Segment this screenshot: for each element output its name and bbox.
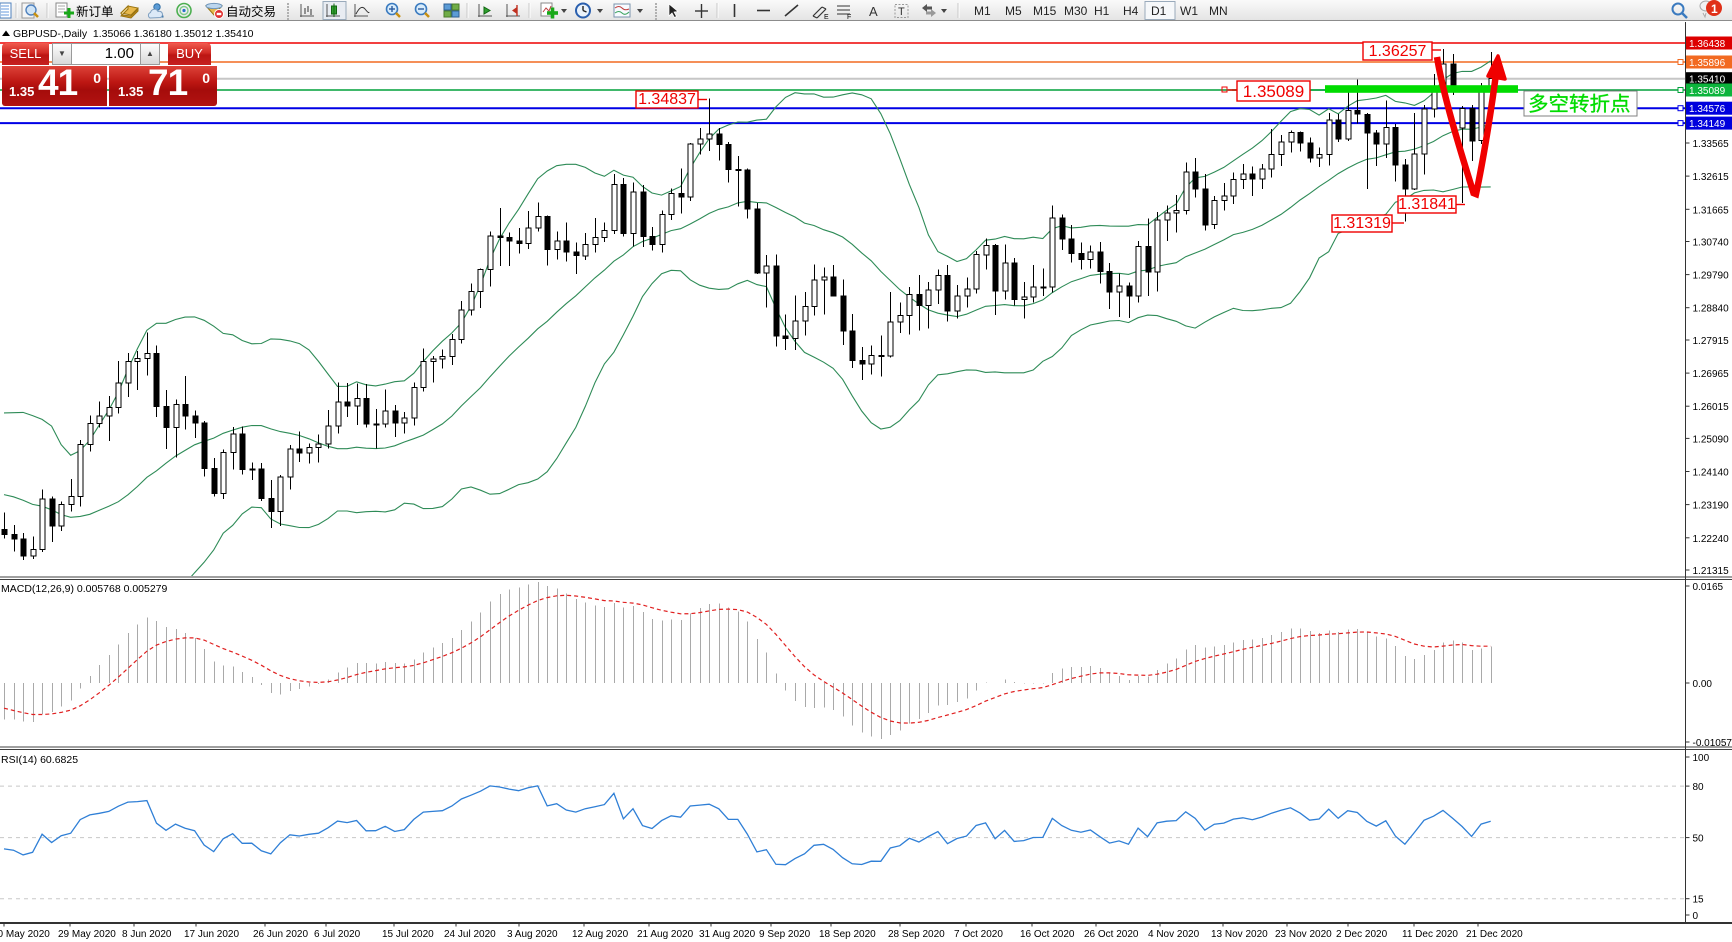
svg-text:A: A	[869, 4, 878, 19]
svg-text:1.30740: 1.30740	[1693, 238, 1730, 249]
svg-text:2 Dec 2020: 2 Dec 2020	[1336, 929, 1388, 940]
svg-text:H1: H1	[1094, 4, 1110, 18]
svg-text:F: F	[847, 14, 851, 21]
svg-text:12 Aug 2020: 12 Aug 2020	[572, 929, 629, 940]
svg-text:3 Aug 2020: 3 Aug 2020	[507, 929, 558, 940]
svg-text:16 Oct 2020: 16 Oct 2020	[1020, 929, 1075, 940]
svg-text:1.36257: 1.36257	[1369, 43, 1427, 60]
svg-text:1.35089: 1.35089	[1243, 82, 1304, 101]
svg-text:1.35896: 1.35896	[1689, 58, 1726, 69]
svg-text:18 Sep 2020: 18 Sep 2020	[819, 929, 876, 940]
svg-text:0.0165: 0.0165	[1693, 582, 1724, 593]
svg-text:26 Oct 2020: 26 Oct 2020	[1084, 929, 1139, 940]
svg-text:24 Jul 2020: 24 Jul 2020	[444, 929, 496, 940]
svg-text:M30: M30	[1064, 4, 1088, 18]
svg-text:31 Aug 2020: 31 Aug 2020	[699, 929, 756, 940]
svg-text:M15: M15	[1033, 4, 1057, 18]
svg-text:26 Jun 2020: 26 Jun 2020	[253, 929, 308, 940]
svg-text:21 Aug 2020: 21 Aug 2020	[637, 929, 694, 940]
svg-text:15: 15	[1693, 895, 1705, 906]
svg-text:100: 100	[1693, 753, 1710, 764]
svg-text:0.00: 0.00	[1693, 679, 1713, 690]
svg-text:1.27915: 1.27915	[1693, 336, 1730, 347]
svg-text:28 Sep 2020: 28 Sep 2020	[888, 929, 945, 940]
svg-text:1.23190: 1.23190	[1693, 501, 1730, 512]
svg-text:1: 1	[1711, 2, 1718, 16]
svg-text:1.31665: 1.31665	[1693, 205, 1730, 216]
svg-text:8 Jun 2020: 8 Jun 2020	[122, 929, 172, 940]
svg-text:D1: D1	[1151, 4, 1167, 18]
svg-text:17 Jun 2020: 17 Jun 2020	[184, 929, 239, 940]
svg-text:MACD(12,26,9) 0.005768 0.00527: MACD(12,26,9) 0.005768 0.005279	[1, 583, 168, 595]
svg-text:1.31319: 1.31319	[1333, 215, 1391, 232]
svg-text:9 Sep 2020: 9 Sep 2020	[759, 929, 811, 940]
svg-text:W1: W1	[1180, 4, 1198, 18]
svg-text:GBPUSD-,Daily 1.35066 1.36180: GBPUSD-,Daily 1.35066 1.36180 1.35012 1.…	[13, 28, 254, 40]
svg-text:1.24140: 1.24140	[1693, 468, 1730, 479]
svg-text:80: 80	[1693, 782, 1705, 793]
svg-text:1.31841: 1.31841	[1398, 196, 1456, 213]
svg-text:1.25090: 1.25090	[1693, 434, 1730, 445]
svg-text:1.34576: 1.34576	[1689, 104, 1726, 115]
svg-text:E: E	[824, 14, 829, 21]
svg-text:1.34837: 1.34837	[638, 91, 696, 108]
svg-text:MN: MN	[1209, 4, 1228, 18]
svg-text:RSI(14) 60.6825: RSI(14) 60.6825	[1, 754, 78, 766]
svg-text:1.35089: 1.35089	[1689, 86, 1726, 97]
svg-text:29 May 2020: 29 May 2020	[58, 929, 116, 940]
svg-text:7 Oct 2020: 7 Oct 2020	[954, 929, 1003, 940]
svg-text:1.22240: 1.22240	[1693, 534, 1730, 545]
svg-text:21 Dec 2020: 21 Dec 2020	[1466, 929, 1523, 940]
svg-text:1.32615: 1.32615	[1693, 172, 1730, 183]
svg-text:1.35410: 1.35410	[1689, 75, 1726, 86]
svg-text:23 Nov 2020: 23 Nov 2020	[1275, 929, 1332, 940]
svg-text:20 May 2020: 20 May 2020	[0, 929, 50, 940]
svg-text:1.34149: 1.34149	[1689, 119, 1726, 130]
svg-text:13 Nov 2020: 13 Nov 2020	[1211, 929, 1268, 940]
svg-text:1.26015: 1.26015	[1693, 402, 1730, 413]
svg-text:T: T	[898, 6, 905, 18]
svg-text:4 Nov 2020: 4 Nov 2020	[1148, 929, 1200, 940]
svg-text:15 Jul 2020: 15 Jul 2020	[382, 929, 434, 940]
svg-text:1.26965: 1.26965	[1693, 369, 1730, 380]
svg-text:0: 0	[1693, 911, 1699, 922]
svg-text:1.21315: 1.21315	[1693, 566, 1730, 577]
svg-text:M1: M1	[974, 4, 991, 18]
svg-text:6 Jul 2020: 6 Jul 2020	[314, 929, 361, 940]
svg-text:50: 50	[1693, 834, 1705, 845]
svg-text:1.36438: 1.36438	[1689, 39, 1726, 50]
svg-text:11 Dec 2020: 11 Dec 2020	[1402, 929, 1458, 940]
svg-text:H4: H4	[1123, 4, 1139, 18]
svg-text:1.28840: 1.28840	[1693, 304, 1730, 315]
svg-text:1.29790: 1.29790	[1693, 271, 1730, 282]
svg-text:1.33565: 1.33565	[1693, 139, 1730, 150]
svg-text:M5: M5	[1005, 4, 1022, 18]
